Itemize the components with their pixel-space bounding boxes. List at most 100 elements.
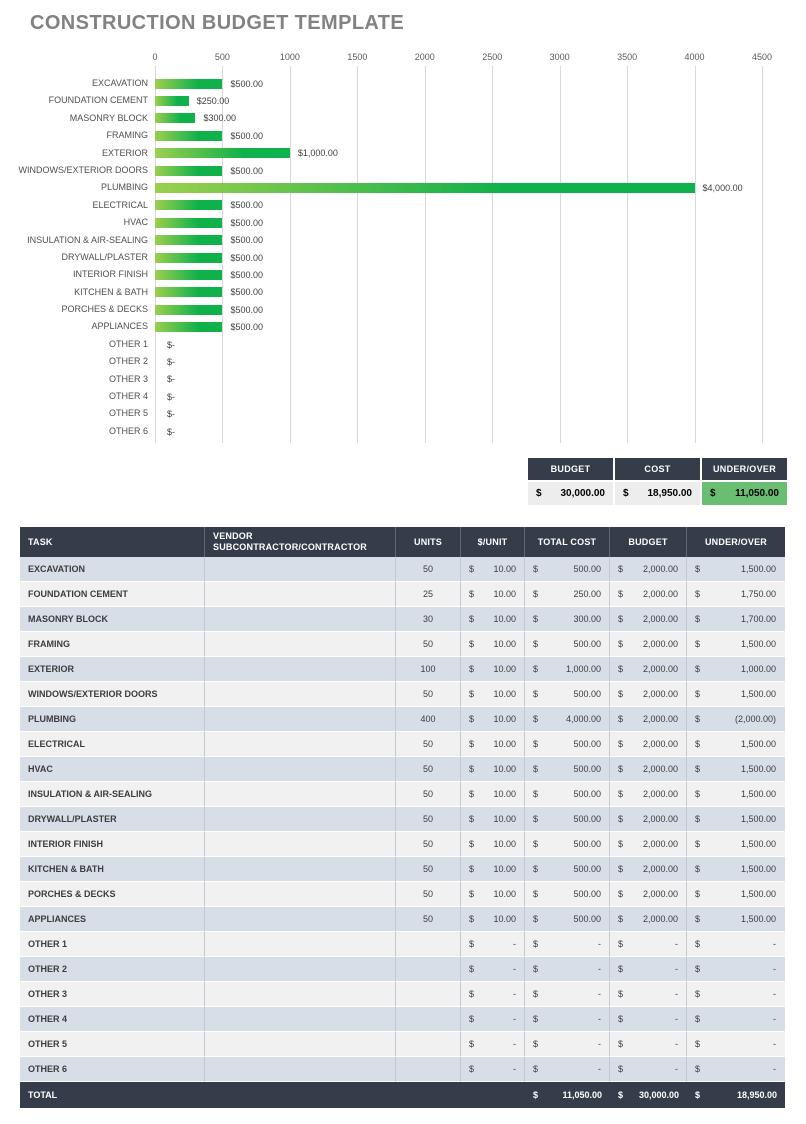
budget-cell[interactable]: $2,000.00 xyxy=(610,607,687,632)
units-cell[interactable]: 25 xyxy=(396,582,461,607)
units-cell[interactable]: 50 xyxy=(396,732,461,757)
task-cell[interactable]: EXCAVATION xyxy=(20,557,205,582)
under-over-cell[interactable]: $1,500.00 xyxy=(687,782,785,807)
under-over-cell[interactable]: $ - xyxy=(687,982,785,1007)
units-cell[interactable]: 50 xyxy=(396,757,461,782)
budget-cell[interactable]: $2,000.00 xyxy=(610,832,687,857)
vendor-cell[interactable] xyxy=(205,682,396,707)
vendor-cell[interactable] xyxy=(205,757,396,782)
budget-cell[interactable]: $2,000.00 xyxy=(610,657,687,682)
task-cell[interactable]: PLUMBING xyxy=(20,707,205,732)
budget-cell[interactable]: $2,000.00 xyxy=(610,907,687,932)
task-cell[interactable]: OTHER 1 xyxy=(20,932,205,957)
total-cost-cell[interactable]: $500.00 xyxy=(525,832,610,857)
total-cost-cell[interactable]: $500.00 xyxy=(525,557,610,582)
under-over-cell[interactable]: $1,500.00 xyxy=(687,882,785,907)
total-cost-cell[interactable]: $500.00 xyxy=(525,857,610,882)
under-over-cell[interactable]: $ (2,000.00) xyxy=(687,707,785,732)
vendor-cell[interactable] xyxy=(205,782,396,807)
task-cell[interactable]: PORCHES & DECKS xyxy=(20,882,205,907)
total-cost-cell[interactable]: $ - xyxy=(525,1057,610,1082)
budget-cell[interactable]: $ - xyxy=(610,1032,687,1057)
total-cost-cell[interactable]: $500.00 xyxy=(525,907,610,932)
vendor-cell[interactable] xyxy=(205,707,396,732)
total-cost-cell[interactable]: $ - xyxy=(525,1032,610,1057)
total-cost-cell[interactable]: $500.00 xyxy=(525,682,610,707)
per-unit-cell[interactable]: $10.00 xyxy=(461,682,525,707)
per-unit-cell[interactable]: $10.00 xyxy=(461,732,525,757)
budget-cell[interactable]: $2,000.00 xyxy=(610,632,687,657)
vendor-cell[interactable] xyxy=(205,832,396,857)
total-cost-cell[interactable]: $ - xyxy=(525,982,610,1007)
task-cell[interactable]: KITCHEN & BATH xyxy=(20,857,205,882)
under-over-cell[interactable]: $1,500.00 xyxy=(687,757,785,782)
units-cell[interactable] xyxy=(396,1032,461,1057)
total-cost-cell[interactable]: $300.00 xyxy=(525,607,610,632)
units-cell[interactable]: 50 xyxy=(396,882,461,907)
per-unit-cell[interactable]: $ - xyxy=(461,957,525,982)
summary-value-budget[interactable]: $30,000.00 xyxy=(528,482,613,505)
total-cost-cell[interactable]: $500.00 xyxy=(525,732,610,757)
per-unit-cell[interactable]: $10.00 xyxy=(461,582,525,607)
per-unit-cell[interactable]: $10.00 xyxy=(461,607,525,632)
task-cell[interactable]: OTHER 6 xyxy=(20,1057,205,1082)
units-cell[interactable]: 50 xyxy=(396,632,461,657)
task-cell[interactable]: DRYWALL/PLASTER xyxy=(20,807,205,832)
per-unit-cell[interactable]: $10.00 xyxy=(461,882,525,907)
units-cell[interactable]: 100 xyxy=(396,657,461,682)
budget-cell[interactable]: $ - xyxy=(610,1057,687,1082)
under-over-cell[interactable]: $ - xyxy=(687,932,785,957)
budget-cell[interactable]: $2,000.00 xyxy=(610,682,687,707)
task-cell[interactable]: HVAC xyxy=(20,757,205,782)
per-unit-cell[interactable]: $10.00 xyxy=(461,707,525,732)
under-over-cell[interactable]: $ - xyxy=(687,1057,785,1082)
task-cell[interactable]: OTHER 3 xyxy=(20,982,205,1007)
vendor-cell[interactable] xyxy=(205,607,396,632)
per-unit-cell[interactable]: $10.00 xyxy=(461,832,525,857)
vendor-cell[interactable] xyxy=(205,807,396,832)
budget-cell[interactable]: $2,000.00 xyxy=(610,582,687,607)
units-cell[interactable]: 50 xyxy=(396,682,461,707)
per-unit-cell[interactable]: $ - xyxy=(461,1007,525,1032)
units-cell[interactable]: 50 xyxy=(396,857,461,882)
units-cell[interactable] xyxy=(396,957,461,982)
under-over-cell[interactable]: $ - xyxy=(687,957,785,982)
total-cost-cell[interactable]: $ - xyxy=(525,1007,610,1032)
per-unit-cell[interactable]: $10.00 xyxy=(461,857,525,882)
total-cost-cell[interactable]: $500.00 xyxy=(525,807,610,832)
budget-cell[interactable]: $2,000.00 xyxy=(610,782,687,807)
task-cell[interactable]: OTHER 2 xyxy=(20,957,205,982)
task-cell[interactable]: INTERIOR FINISH xyxy=(20,832,205,857)
budget-cell[interactable]: $ - xyxy=(610,932,687,957)
task-cell[interactable]: OTHER 4 xyxy=(20,1007,205,1032)
under-over-cell[interactable]: $1,000.00 xyxy=(687,657,785,682)
vendor-cell[interactable] xyxy=(205,582,396,607)
budget-cell[interactable]: $ - xyxy=(610,957,687,982)
budget-cell[interactable]: $2,000.00 xyxy=(610,732,687,757)
under-over-cell[interactable]: $1,700.00 xyxy=(687,607,785,632)
budget-cell[interactable]: $2,000.00 xyxy=(610,807,687,832)
task-cell[interactable]: EXTERIOR xyxy=(20,657,205,682)
vendor-cell[interactable] xyxy=(205,982,396,1007)
per-unit-cell[interactable]: $10.00 xyxy=(461,807,525,832)
summary-value-under-over[interactable]: $11,050.00 xyxy=(702,482,787,505)
vendor-cell[interactable] xyxy=(205,557,396,582)
task-cell[interactable]: ELECTRICAL xyxy=(20,732,205,757)
under-over-cell[interactable]: $1,500.00 xyxy=(687,632,785,657)
units-cell[interactable] xyxy=(396,982,461,1007)
budget-cell[interactable]: $2,000.00 xyxy=(610,857,687,882)
per-unit-cell[interactable]: $ - xyxy=(461,1057,525,1082)
summary-value-cost[interactable]: $18,950.00 xyxy=(615,482,700,505)
vendor-cell[interactable] xyxy=(205,932,396,957)
budget-cell[interactable]: $2,000.00 xyxy=(610,757,687,782)
vendor-cell[interactable] xyxy=(205,907,396,932)
under-over-cell[interactable]: $ - xyxy=(687,1032,785,1057)
task-cell[interactable]: FOUNDATION CEMENT xyxy=(20,582,205,607)
units-cell[interactable] xyxy=(396,932,461,957)
total-cost-cell[interactable]: $ - xyxy=(525,957,610,982)
units-cell[interactable] xyxy=(396,1007,461,1032)
task-cell[interactable]: APPLIANCES xyxy=(20,907,205,932)
total-cost-cell[interactable]: $500.00 xyxy=(525,757,610,782)
units-cell[interactable]: 50 xyxy=(396,782,461,807)
units-cell[interactable]: 50 xyxy=(396,807,461,832)
